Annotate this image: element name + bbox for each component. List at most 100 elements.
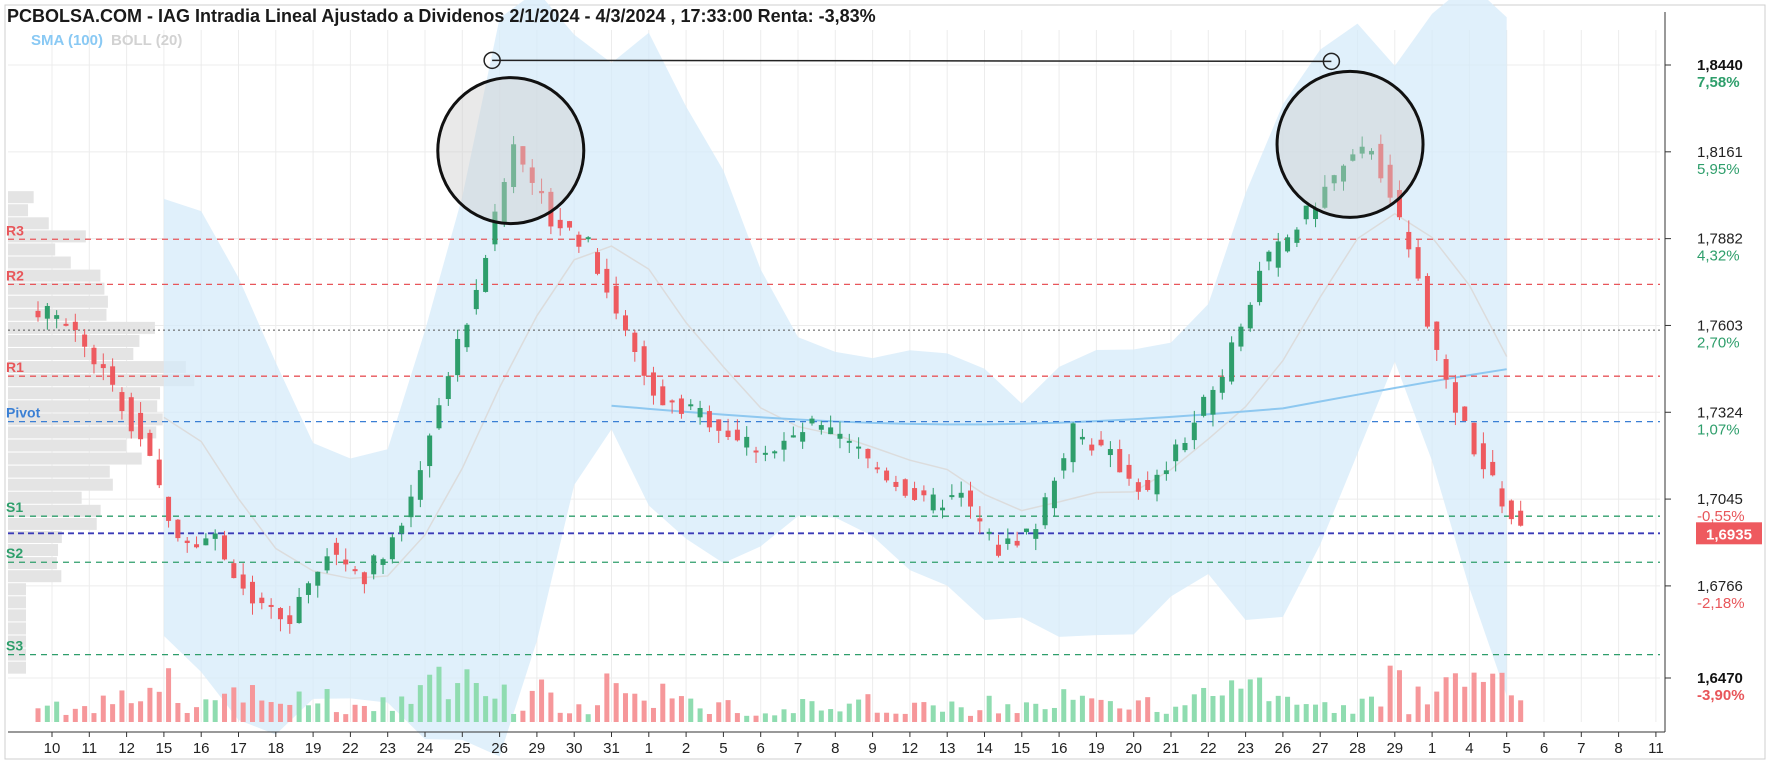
annotation-endpoint [1322, 52, 1341, 71]
candle-body [734, 429, 740, 441]
x-tick-label: 31 [603, 740, 620, 757]
candle-body [1518, 510, 1524, 526]
volume-bar [1219, 695, 1225, 722]
volume-bar [436, 666, 442, 722]
volume-bar [809, 701, 815, 722]
volume-bar [660, 683, 666, 722]
candle-body [1061, 458, 1067, 471]
volume-bar [119, 690, 125, 722]
candle-body [809, 418, 815, 424]
candle-body [63, 323, 69, 326]
volume-bar [1154, 711, 1160, 722]
x-tick-label: 15 [156, 740, 173, 757]
candle-body [82, 334, 88, 347]
y-tick-label: 1,7045 [1697, 491, 1743, 508]
volume-bar [567, 713, 573, 722]
annotation-circle [436, 76, 586, 226]
candle-body [986, 531, 992, 534]
volume-bar [949, 701, 955, 722]
x-tick-label: 8 [831, 740, 839, 757]
volume-bar [212, 700, 218, 722]
candle-body [1396, 189, 1402, 218]
y-tick-percent: 7,58% [1697, 74, 1740, 91]
candle-body [856, 446, 862, 449]
volume-bar [977, 710, 983, 722]
volume-bar [361, 705, 367, 722]
candle-body [800, 432, 806, 442]
volume-bar [287, 704, 293, 722]
volume-bar [678, 696, 684, 722]
volume-bar [44, 705, 50, 722]
annotation-line [492, 59, 1332, 63]
candle-body [632, 332, 638, 353]
volume-bar [1387, 665, 1393, 722]
volume-bar [408, 703, 414, 722]
candle-body [138, 412, 144, 440]
y-tick-percent: 4,32% [1697, 248, 1740, 265]
volume-bar [1499, 672, 1505, 722]
candle-body [650, 372, 656, 396]
volume-bar [1359, 698, 1365, 722]
candle-body [1443, 359, 1449, 380]
candle-body [1042, 497, 1048, 526]
x-tick-label: 2 [682, 740, 690, 757]
volume-bar [277, 703, 283, 722]
x-tick-label: 30 [566, 740, 583, 757]
volume-bar [697, 708, 703, 722]
candle-body [697, 407, 703, 418]
candle-body [352, 569, 358, 572]
volume-bar [222, 693, 228, 722]
volume-bar [1107, 701, 1113, 722]
volume-bar [865, 694, 871, 722]
volume-bar [930, 705, 936, 722]
current-price-label: 1,6935 [1706, 526, 1752, 543]
x-tick-label: 14 [976, 740, 993, 757]
candle-body [1051, 480, 1057, 509]
candle-body [511, 144, 517, 188]
volume-bar [986, 695, 992, 722]
volume-bar [912, 702, 918, 722]
volume-bar [445, 699, 451, 722]
candle-body [1229, 342, 1235, 382]
volume-profile-bar [8, 648, 26, 661]
candle-body [305, 583, 311, 595]
bollinger-middle-line [163, 212, 1508, 580]
volume-bar [399, 696, 405, 722]
volume-profile-bar [8, 504, 101, 517]
x-tick-label: 18 [267, 740, 284, 757]
volume-profile-bar [8, 334, 140, 347]
volume-bar [520, 710, 526, 722]
candle-body [268, 604, 274, 607]
candle-body [865, 448, 871, 459]
candle-body [1023, 528, 1029, 533]
candle-body [1294, 229, 1300, 243]
candle-body [1350, 154, 1356, 161]
volume-bar [464, 669, 470, 722]
candle-body [1387, 164, 1393, 198]
current-price-badge [1696, 522, 1762, 545]
volume-bar [156, 691, 162, 722]
volume-profile-bar [8, 308, 107, 321]
volume-bar [1303, 704, 1309, 722]
volume-bar [82, 706, 88, 722]
volume-bar [734, 713, 740, 722]
x-tick-label: 24 [417, 740, 434, 757]
candle-body [1313, 208, 1319, 220]
volume-bar [893, 713, 899, 722]
volume-bar [1434, 691, 1440, 722]
candle-body [333, 542, 339, 555]
volume-profile-bar [8, 387, 161, 400]
candle-body [147, 432, 153, 456]
volume-profile-bar [8, 374, 195, 387]
candle-body [1117, 449, 1123, 473]
candle-body [1480, 443, 1486, 470]
candle-body [716, 419, 722, 431]
y-tick-percent: 2,70% [1697, 334, 1740, 351]
candle-body [1406, 231, 1412, 250]
candle-body [1508, 500, 1514, 520]
volume-bar [604, 673, 610, 722]
x-tick-label: 29 [529, 740, 546, 757]
volume-profile [8, 191, 195, 674]
volume-bar [296, 691, 302, 722]
candle-body [912, 488, 918, 500]
